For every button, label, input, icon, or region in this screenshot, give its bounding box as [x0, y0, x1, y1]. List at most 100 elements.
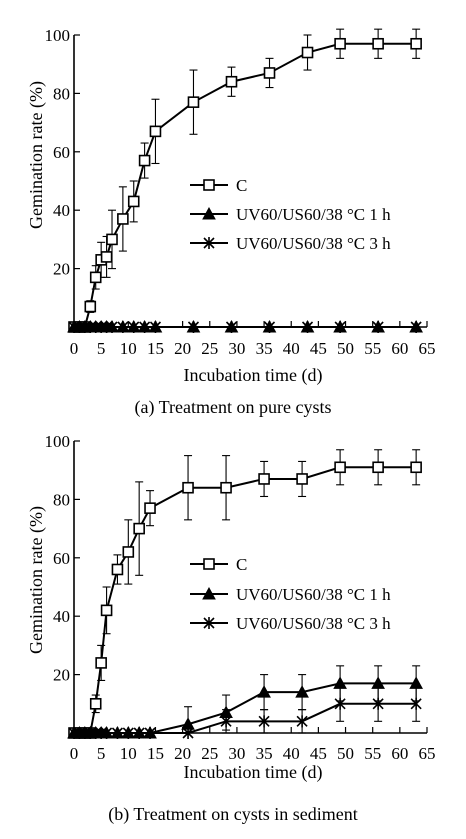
chart-b-series-0-point — [220, 481, 232, 494]
chart-b-xtick-label: 10 — [120, 744, 137, 763]
chart-a-ytick-label: 40 — [53, 201, 70, 220]
chart-a-ytick-label: 80 — [53, 84, 70, 103]
chart-a-ytick-label: 60 — [53, 143, 70, 162]
chart-b-ytick-label: 100 — [45, 432, 71, 451]
chart-b-caption: (b) Treatment on cysts in sediment — [108, 804, 357, 825]
chart-a-caption: (a) Treatment on pure cysts — [135, 397, 332, 418]
chart-a-series-0-point — [334, 37, 346, 50]
chart-a-xtick-label: 20 — [174, 339, 191, 358]
chart-a-xtick-label: 35 — [256, 339, 273, 358]
legend-b-series-0-marker — [203, 558, 215, 570]
chart-a-series-2-point — [149, 321, 162, 333]
chart-a-xtick-label: 65 — [419, 339, 436, 358]
chart-panel-a: 20 40 60 80 100 0 5 10 15 20 25 30 35 40 45 50 55 60 65 Ge… — [26, 26, 436, 418]
chart-a-series-2-point — [372, 321, 384, 333]
chart-a-xtick-label: 40 — [283, 339, 300, 358]
chart-b-series-0-point — [258, 473, 270, 485]
chart-b-xtick-label: 25 — [201, 744, 218, 763]
chart-a-series-0-point — [149, 125, 162, 138]
chart-a-xtick-label: 30 — [228, 339, 245, 358]
chart-b-series-2-point — [101, 727, 113, 739]
legend-b-series-2-marker — [203, 617, 215, 629]
chart-b-series-1-line — [74, 682, 417, 734]
chart-a-series-2-point — [73, 321, 85, 333]
chart-b-series-0-point — [122, 546, 135, 558]
chart-a-series-2-point — [79, 321, 91, 333]
chart-b-series-0-point — [182, 481, 194, 494]
chart-a-series-2-point — [128, 321, 140, 333]
chart-a-series-2-point — [410, 321, 422, 333]
chart-b-series-2-point — [95, 727, 107, 739]
chart-b-xtick-label: 65 — [419, 744, 436, 763]
chart-a-series-0-point — [410, 37, 422, 50]
chart-a-series-0-point — [263, 67, 276, 79]
chart-b-ylabel: Gemination rate (%) — [26, 506, 47, 654]
chart-b-series-2-point — [122, 727, 134, 739]
chart-b-ytick-label: 60 — [53, 549, 70, 568]
chart-a-xtick-label: 50 — [337, 339, 354, 358]
chart-b-series-2-point — [90, 727, 102, 739]
chart-b-xtick-label: 40 — [283, 744, 300, 763]
chart-a-series-0-point — [106, 233, 118, 246]
chart-b-xtick-label: 55 — [364, 744, 381, 763]
chart-b-series-0-point — [296, 473, 308, 485]
chart-b-series-2-point — [258, 715, 270, 728]
legend-a-label-1h: UV60/US60/38 °C 1 h — [236, 205, 391, 224]
chart-b-series-2-point — [220, 715, 232, 728]
chart-a-svg: 20 40 60 80 100 0 5 10 15 20 25 30 35 40 45 50 55 60 65 Ge… — [26, 26, 436, 418]
chart-a-series-2-point — [334, 321, 346, 333]
legend-a-label-3h: UV60/US60/38 °C 3 h — [236, 234, 391, 253]
chart-b-xtick-label: 35 — [256, 744, 273, 763]
chart-b-xtick-label: 0 — [70, 744, 79, 763]
chart-a-xtick-label: 5 — [97, 339, 106, 358]
chart-b-series-2-point — [111, 727, 124, 739]
chart-a-xtick-label: 25 — [201, 339, 218, 358]
chart-b-ytick-label: 80 — [53, 490, 70, 509]
chart-a-series-2-point — [106, 321, 118, 333]
chart-a-xtick-label: 15 — [147, 339, 164, 358]
chart-b-svg: 20 40 60 80 100 0 5 10 15 20 25 30 35 40 45 50 55 60 65 Ge… — [26, 432, 436, 825]
legend-b-label-c: C — [236, 555, 247, 574]
chart-a-ylabel: Gemination rate (%) — [26, 81, 47, 229]
chart-a-series-2-point — [68, 321, 80, 333]
chart-b-series-2-point — [79, 727, 91, 739]
chart-a-series-0-point — [84, 300, 97, 313]
chart-a-xtick-label: 0 — [70, 339, 79, 358]
chart-a-series-0-point — [117, 213, 129, 225]
chart-b-series-0-point — [95, 657, 107, 669]
legend-b-label-1h: UV60/US60/38 °C 1 h — [236, 585, 391, 604]
chart-b-series-2-point — [296, 715, 308, 728]
chart-b-series-0-point — [144, 502, 156, 514]
chart-panel-b: 20 40 60 80 100 0 5 10 15 20 25 30 35 40 45 50 55 60 65 Ge… — [0, 420, 466, 839]
chart-a-series-2-point — [301, 321, 314, 333]
chart-b-ytick-label: 20 — [53, 666, 70, 685]
chart-b-series-2-line — [74, 702, 417, 734]
chart-b-series-0-point — [111, 563, 124, 576]
chart-a-series-0-point — [187, 96, 200, 108]
chart-b-series-0-point — [89, 697, 102, 710]
chart-a-xtick-label: 60 — [391, 339, 408, 358]
chart-a-series-2-point — [101, 321, 113, 333]
legend-a-series-2-marker — [203, 237, 215, 249]
chart-b-xtick-label: 15 — [147, 744, 164, 763]
chart-b-series-2-point — [68, 727, 80, 739]
chart-a-series-0-point — [89, 271, 102, 284]
chart-b-xtick-label: 60 — [391, 744, 408, 763]
chart-b-series-1-point — [295, 685, 309, 698]
chart-a-series-2-point — [139, 321, 151, 333]
chart-a-series-0-point — [301, 46, 314, 59]
chart-b-series-0-point — [133, 522, 145, 535]
chart-b-series-2-point — [372, 697, 384, 710]
chart-a-series-0-point — [127, 195, 140, 208]
legend-a-series-0-marker — [203, 179, 215, 191]
legend-b-label-3h: UV60/US60/38 °C 3 h — [236, 614, 391, 633]
chart-b-ytick-label: 40 — [53, 607, 70, 626]
chart-b-series-2-point — [182, 727, 194, 739]
legend-a-series-1-marker — [202, 206, 216, 220]
chart-b-series-2-point — [84, 727, 96, 739]
chart-a-series-2-point — [263, 321, 276, 333]
chart-a-series-2-point — [117, 321, 129, 333]
chart-b-series-2-point — [133, 727, 145, 739]
chart-a-xtick-label: 45 — [310, 339, 327, 358]
chart-b-xlabel: Incubation time (d) — [184, 762, 323, 783]
